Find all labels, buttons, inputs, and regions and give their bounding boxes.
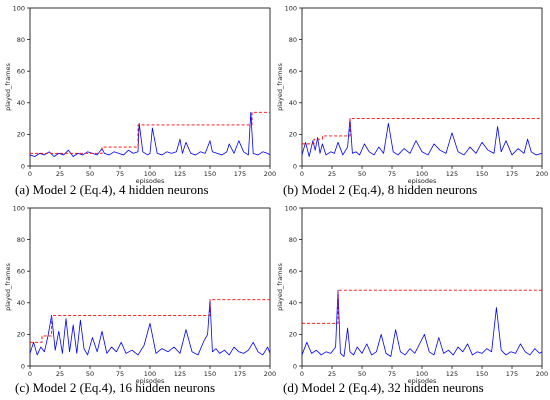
chart-panel-1: 0 25 50 75 100 125 150 175 200020406080100episod… [4,4,276,197]
x-tick-label: 200 [264,370,276,378]
y-tick-label: 40 [17,299,25,307]
x-tick-label: 125 [174,170,186,178]
chart-panel-3: 0 25 50 75 100 125 150 175 200020406080100episod… [4,204,276,395]
x-tick-label: 175 [506,370,518,378]
panel-caption: (c) Model 2 (Eq.4), 16 hidden neurons [15,380,215,395]
y-tick-label: 60 [289,268,297,276]
y-tick-label: 80 [289,36,297,44]
x-tick-label: 100 [416,170,428,178]
x-tick-label: 75 [116,170,124,178]
y-axis-label: played_frames [4,262,12,310]
y-tick-label: 100 [285,204,297,212]
panel-caption: (a) Model 2 (Eq.4), 4 hidden neurons [15,182,209,197]
x-tick-label: 200 [536,170,548,178]
y-tick-label: 20 [289,131,297,139]
chart-panel-2: 0 25 50 75 100 125 150 175 200020406080100episod… [276,4,548,197]
y-tick-label: 0 [293,162,297,170]
x-tick-label: 150 [204,370,216,378]
played-frames-line [301,118,543,157]
x-axis-label: episodes [136,377,165,385]
x-tick-label: 175 [234,170,246,178]
panel-caption: (d) Model 2 (Eq.4), 32 hidden neurons [283,380,484,395]
y-tick-label: 20 [17,131,25,139]
x-axis-label: episodes [408,377,437,385]
x-tick-label: 100 [144,170,156,178]
x-tick-label: 150 [204,170,216,178]
y-tick-label: 0 [293,362,297,370]
x-tick-label: 125 [446,370,458,378]
x-tick-label: 50 [358,170,366,178]
x-tick-label: 75 [116,370,124,378]
y-tick-label: 100 [13,204,25,212]
played-frames-line [29,111,271,157]
y-tick-label: 100 [285,4,297,12]
y-tick-label: 40 [289,299,297,307]
y-tick-label: 0 [21,162,25,170]
max-frames-dashed-line [30,111,270,154]
x-tick-label: 0 [300,170,304,178]
y-tick-label: 100 [13,4,25,12]
x-tick-label: 0 [300,370,304,378]
x-axis-label: episodes [408,177,437,185]
chart-panel-4: 0 25 50 75 100 125 150 175 200020406080100episod… [276,204,548,395]
x-tick-label: 100 [144,370,156,378]
x-tick-label: 200 [264,170,276,178]
y-tick-label: 60 [17,268,25,276]
x-tick-label: 125 [446,170,458,178]
x-tick-label: 150 [476,370,488,378]
x-tick-label: 50 [86,170,94,178]
x-tick-label: 50 [358,370,366,378]
played-frames-line [29,299,271,356]
panel-caption: (b) Model 2 (Eq.4), 8 hidden neurons [283,182,477,197]
y-tick-label: 20 [289,331,297,339]
x-tick-label: 50 [86,370,94,378]
y-axis-label: played_frames [276,262,284,310]
max-frames-dashed-line [302,289,542,324]
x-tick-label: 25 [328,170,336,178]
x-axis-label: episodes [136,177,165,185]
x-tick-label: 25 [328,370,336,378]
plot-area-frame [29,7,271,167]
y-axis-label: played_frames [276,62,284,110]
x-tick-label: 175 [234,370,246,378]
x-tick-label: 150 [476,170,488,178]
x-tick-label: 125 [174,370,186,378]
x-tick-label: 75 [388,170,396,178]
x-tick-label: 25 [56,170,64,178]
plot-area-frame [29,207,271,367]
x-tick-label: 175 [506,170,518,178]
y-tick-label: 80 [17,236,25,244]
max-frames-dashed-line [302,118,542,145]
y-tick-label: 40 [289,99,297,107]
played-frames-line [301,289,543,357]
y-axis-label: played_frames [4,62,12,110]
y-tick-label: 40 [17,99,25,107]
y-tick-label: 80 [289,236,297,244]
x-tick-label: 100 [416,370,428,378]
x-tick-label: 75 [388,370,396,378]
x-tick-label: 25 [56,370,64,378]
x-tick-label: 0 [28,170,32,178]
y-tick-label: 80 [17,36,25,44]
x-tick-label: 0 [28,370,32,378]
y-tick-label: 20 [17,331,25,339]
plot-area-frame [301,207,543,367]
y-tick-label: 60 [17,68,25,76]
max-frames-dashed-line [30,299,270,343]
y-tick-label: 60 [289,68,297,76]
x-tick-label: 200 [536,370,548,378]
y-tick-label: 0 [21,362,25,370]
